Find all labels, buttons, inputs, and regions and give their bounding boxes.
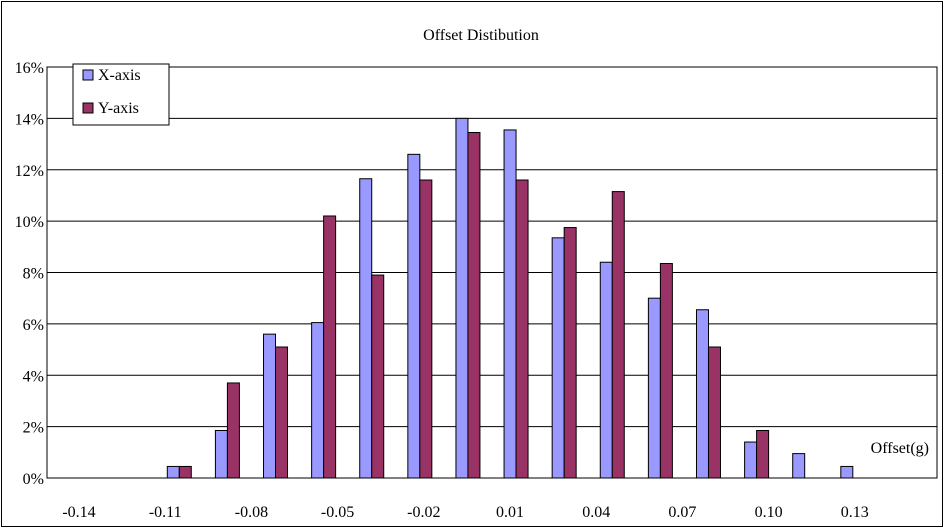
bar-y-axis (515, 179, 529, 479)
bar-y-axis (659, 263, 673, 479)
x-tick-label: -0.14 (62, 504, 95, 521)
y-tick-label: 2% (23, 420, 44, 437)
x-tick-label: 0.07 (668, 504, 696, 521)
x-axis-ticks: -0.14 -0.11 -0.08 -0.05 -0.02 0.01 0.04 0.07 0.1… (62, 504, 868, 521)
bar-y-axis (756, 429, 770, 479)
bar-x-axis (551, 237, 565, 479)
x-tick-label: -0.02 (407, 504, 440, 521)
bar-y-axis (323, 215, 337, 479)
bar-x-axis (455, 117, 469, 479)
gridlines (47, 117, 937, 428)
legend: X-axis Y-axis (72, 63, 170, 126)
y-tick-label: 4% (23, 368, 44, 385)
y-axis-ticks: 0% 2% 4% 6% 8% 10% 12% 14% 16% (15, 60, 44, 488)
x-tick-label: -0.08 (235, 504, 268, 521)
bar-x-axis (407, 153, 421, 479)
legend-label-y-axis: Y-axis (98, 100, 139, 117)
bar-x-axis (311, 322, 325, 479)
bar-y-axis (275, 346, 289, 479)
bar-x-axis (263, 333, 277, 479)
bar-x-axis (647, 297, 661, 479)
bar-y-axis (371, 274, 385, 479)
bar-x-axis (744, 441, 758, 479)
bar-x-axis (792, 453, 806, 479)
y-tick-label: 8% (23, 266, 44, 283)
bar-x-axis (166, 465, 180, 479)
bar-x-axis (503, 129, 517, 479)
y-tick-label: 10% (15, 214, 44, 231)
x-tick-label: 0.01 (496, 504, 524, 521)
bar-x-axis (695, 309, 709, 479)
chart-title: Offset Distibution (423, 27, 539, 44)
x-tick-label: 0.04 (582, 504, 610, 521)
bar-x-axis (359, 178, 373, 479)
x-tick-label: -0.11 (149, 504, 182, 521)
legend-label-x-axis: X-axis (98, 67, 141, 84)
y-tick-label: 0% (23, 471, 44, 488)
bar-y-axis (467, 132, 481, 479)
x-tick-label: 0.10 (755, 504, 783, 521)
y-tick-label: 6% (23, 317, 44, 334)
x-tick-label: -0.05 (321, 504, 354, 521)
bar-y-axis (563, 227, 577, 479)
y-tick-label: 12% (15, 163, 44, 180)
x-axis-label: Offset(g) (871, 440, 929, 457)
x-tick-label: 0.13 (841, 504, 869, 521)
bar-x-axis (599, 261, 613, 479)
bar-y-axis (226, 382, 240, 479)
y-tick-label: 14% (15, 111, 44, 128)
legend-swatch-y-axis (82, 102, 94, 114)
legend-swatch-x-axis (82, 69, 94, 81)
bar-x-axis (840, 465, 854, 479)
bars (166, 117, 854, 479)
bar-y-axis (707, 346, 721, 479)
bar-x-axis (214, 429, 228, 479)
plot-area (46, 66, 938, 479)
bar-y-axis (611, 191, 625, 479)
bar-y-axis (419, 179, 433, 479)
bar-y-axis (178, 465, 192, 479)
y-tick-label: 16% (15, 60, 44, 77)
